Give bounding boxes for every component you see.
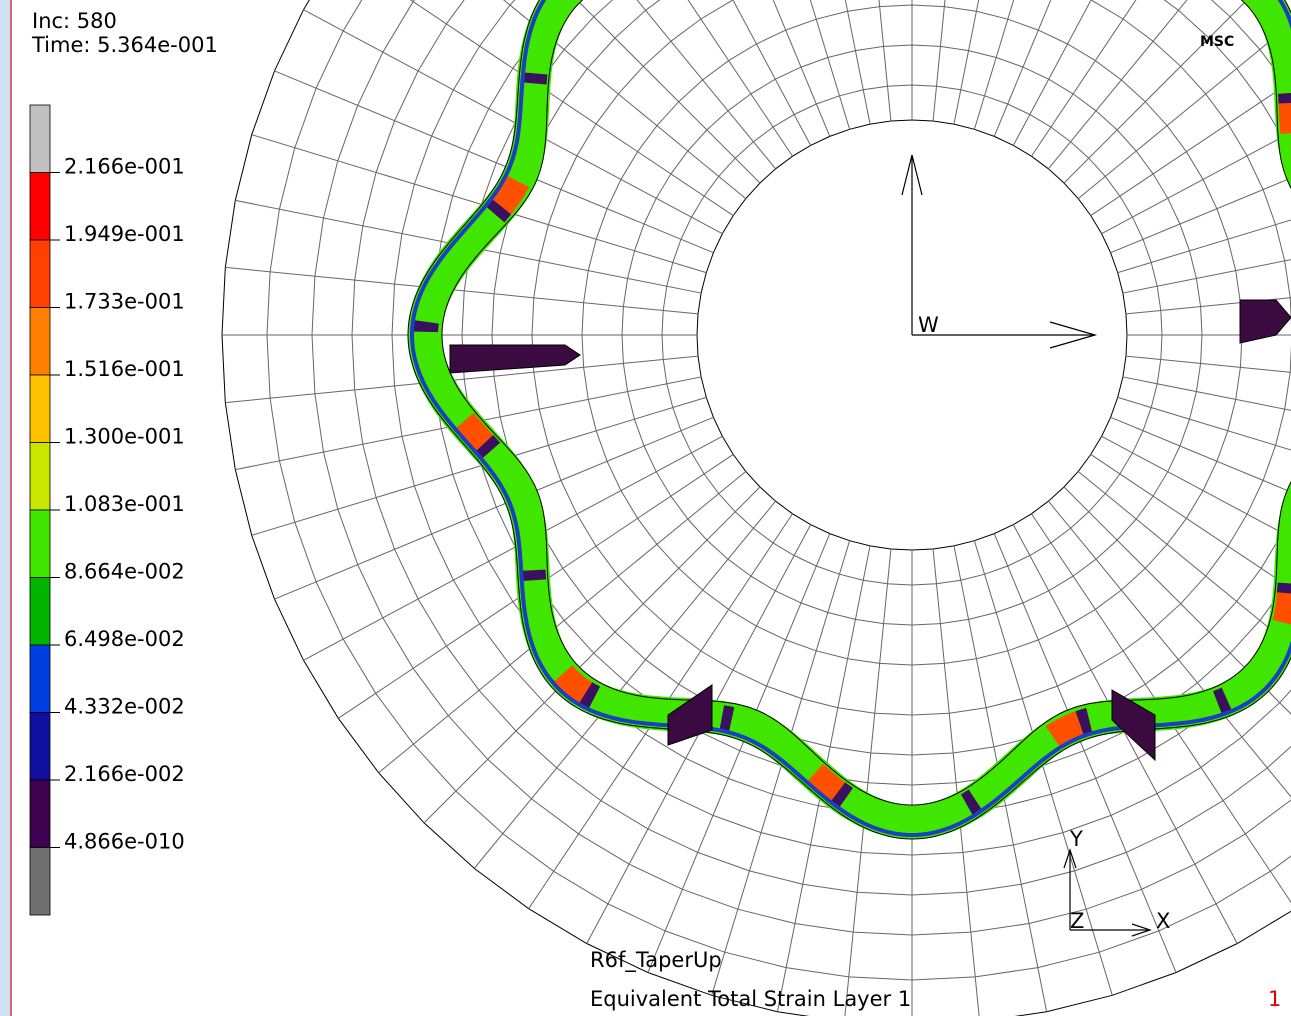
- legend-band: [30, 780, 50, 848]
- legend-band: [30, 713, 50, 781]
- time: Time: 5.364e-001: [31, 33, 218, 57]
- legend-label: 1.733e-001: [64, 290, 185, 314]
- legend-band: [30, 645, 50, 713]
- legend-band: [30, 510, 50, 578]
- legend-label: 1.300e-001: [64, 425, 185, 449]
- legend-label: 4.332e-002: [64, 695, 185, 719]
- quantity: Equivalent Total Strain Layer 1: [590, 987, 911, 1011]
- canvas: [12, 0, 1291, 1016]
- axis-label: Y: [1069, 827, 1083, 851]
- legend-band: [30, 105, 50, 173]
- axis-label: X: [1156, 909, 1170, 933]
- model-name: R6f_TaperUp: [590, 948, 722, 973]
- legend-label: 4.866e-010: [64, 830, 185, 854]
- axis-label: W: [918, 313, 939, 337]
- legend-label: 8.664e-002: [64, 560, 185, 584]
- legend-label: 2.166e-002: [64, 762, 185, 786]
- legend-band: [30, 173, 50, 241]
- legend-band: [30, 443, 50, 511]
- legend-label: 6.498e-002: [64, 627, 185, 651]
- axis-label: Z: [1070, 909, 1084, 933]
- legend-band: [30, 848, 50, 916]
- legend-band: [30, 308, 50, 376]
- legend-label: 2.166e-001: [64, 155, 185, 179]
- increment: Inc: 580: [32, 9, 117, 33]
- legend-label: 1.949e-001: [64, 222, 185, 246]
- viewport: W X Y Z Inc: 580 Time: 5.364e-001 MSC 2.…: [0, 0, 1291, 1016]
- legend-label: 1.516e-001: [64, 357, 185, 381]
- logo: MSC: [1200, 34, 1234, 50]
- legend-band: [30, 240, 50, 308]
- legend-label: 1.083e-001: [64, 492, 185, 516]
- legend-band: [30, 578, 50, 646]
- legend-band: [30, 375, 50, 443]
- index: 1: [1268, 987, 1281, 1011]
